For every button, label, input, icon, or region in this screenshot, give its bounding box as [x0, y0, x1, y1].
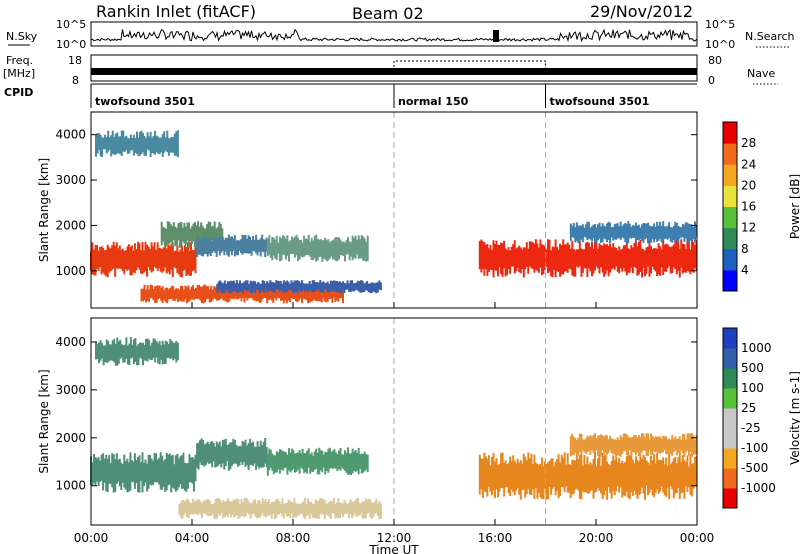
power-panel-colorbar-label: Power [dB] [788, 174, 800, 239]
xtick-label-5: 20:00 [579, 531, 614, 545]
nsearch-label: N.Search [745, 30, 795, 43]
power-panel-colorbar-tick-1: 24 [741, 157, 756, 171]
velocity-panel-colorbar-seg-5 [723, 388, 737, 409]
freq-bar [91, 68, 697, 75]
power-panel-ytick-2: 3000 [55, 173, 86, 187]
velocity-panel-ytick-3: 4000 [55, 335, 86, 349]
power-panel-echo-1 [160, 221, 224, 248]
power-panel-colorbar-tick-4: 12 [741, 221, 756, 235]
velocity-panel-colorbar-label: Velocity [m s-1] [788, 371, 800, 465]
power-panel-echo-5 [216, 280, 382, 294]
velocity-panel-colorbar-seg-7 [723, 348, 737, 369]
power-panel-ylabel: Slant Range [km] [37, 158, 51, 262]
nave-tick-top: 80 [708, 54, 722, 67]
power-panel-echo-8 [95, 130, 179, 158]
freq-tick-bottom: 8 [72, 74, 79, 87]
velocity-panel-colorbar-seg-0 [723, 488, 737, 509]
nsky-spike [493, 30, 499, 42]
power-panel-colorbar-seg-6 [723, 143, 737, 165]
power-panel-colorbar-seg-3 [723, 206, 737, 229]
nsky-frame [90, 21, 698, 47]
power-panel-ytick-3: 4000 [55, 128, 86, 142]
velocity-panel-ylabel: Slant Range [km] [37, 369, 51, 473]
velocity-panel-echo-1 [196, 438, 268, 471]
velocity-panel-colorbar-seg-2 [723, 448, 737, 469]
velocity-panel-colorbar-tick-4: -25 [741, 421, 761, 435]
xtick-label-1: 04:00 [175, 531, 210, 545]
cpid-segment-0: twofsound 3501 [95, 95, 195, 108]
velocity-panel-colorbar-seg-8 [723, 328, 737, 349]
power-panel-colorbar-seg-4 [723, 185, 737, 207]
freq-label: Freq. [6, 54, 33, 67]
power-panel-echo-2 [196, 234, 268, 258]
velocity-panel-colorbar-frame [722, 327, 738, 509]
velocity-panel-echo-2 [266, 447, 369, 476]
velocity-panel-echo-5 [569, 433, 698, 457]
station-title: Rankin Inlet (fitACF) [96, 2, 256, 21]
velocity-panel-ytick-1: 2000 [55, 431, 86, 445]
velocity-panel-colorbar-seg-4 [723, 408, 737, 429]
power-panel-echo-7 [569, 221, 698, 244]
power-panel-colorbar-tick-6: 4 [741, 263, 749, 277]
power-panel-colorbar-frame [722, 121, 738, 292]
xtick-label-2: 08:00 [276, 531, 311, 545]
xtick-label-4: 16:00 [478, 531, 513, 545]
xtick-label-6: 00:00 [680, 531, 715, 545]
nsky-trace [90, 28, 698, 43]
power-panel-echo-3 [266, 234, 369, 262]
velocity-panel-colorbar-tick-0: 1000 [741, 341, 772, 355]
power-panel-colorbar-seg-7 [723, 122, 737, 144]
velocity-panel-colorbar-tick-2: 100 [741, 381, 764, 395]
velocity-panel-colorbar-seg-6 [723, 368, 737, 389]
date-label: 29/Nov/2012 [590, 2, 693, 21]
nsearch-tick-top: 10^5 [705, 18, 735, 31]
power-panel-colorbar-seg-0 [723, 269, 737, 292]
power-panel-colorbar-tick-3: 16 [741, 200, 756, 214]
nsky-tick-bottom: 10^0 [56, 38, 86, 51]
power-panel-bg [91, 112, 697, 308]
velocity-panel-colorbar-tick-3: 25 [741, 401, 756, 415]
power-panel-colorbar-seg-2 [723, 227, 737, 250]
freq-unit: [MHz] [3, 67, 35, 80]
nave-tick-bottom: 0 [708, 74, 715, 87]
velocity-panel-echo-4 [478, 452, 698, 500]
beam-label: Beam 02 [352, 4, 424, 23]
power-panel-colorbar-tick-2: 20 [741, 178, 756, 192]
xtick-label-0: 00:00 [74, 531, 109, 545]
cpid-label: CPID [4, 86, 33, 99]
velocity-panel-echo-3 [178, 497, 382, 520]
xaxis-label: Time UT [368, 543, 419, 554]
cpid-segment-2: twofsound 3501 [550, 95, 650, 108]
velocity-panel-colorbar-seg-1 [723, 468, 737, 489]
velocity-panel-colorbar-tick-5: -100 [741, 441, 768, 455]
velocity-panel-echo-6 [95, 337, 179, 366]
nave-label: Nave [747, 67, 775, 80]
power-panel-echo-6 [478, 239, 698, 278]
power-panel-colorbar-seg-1 [723, 248, 737, 271]
velocity-panel-colorbar-seg-3 [723, 428, 737, 449]
nave-trace [393, 60, 546, 71]
power-panel-ytick-1: 2000 [55, 218, 86, 232]
cpid-segment-1: normal 150 [398, 95, 469, 108]
power-panel-ytick-0: 1000 [55, 264, 86, 278]
nsearch-tick-bottom: 10^0 [705, 38, 735, 51]
velocity-panel-echo-0 [90, 452, 197, 493]
velocity-panel-colorbar-tick-6: -500 [741, 461, 768, 475]
power-panel-colorbar-tick-0: 28 [741, 136, 756, 150]
nsky-tick-top: 10^5 [56, 18, 86, 31]
velocity-panel-colorbar-tick-7: -1000 [741, 481, 776, 495]
velocity-panel-colorbar-tick-1: 500 [741, 361, 764, 375]
power-panel-colorbar-seg-5 [723, 164, 737, 186]
nsky-label: N.Sky [6, 30, 38, 43]
power-panel-colorbar-tick-5: 8 [741, 242, 749, 256]
velocity-panel-ytick-2: 3000 [55, 383, 86, 397]
velocity-panel-ytick-0: 1000 [55, 479, 86, 493]
xtick-label-3: 12:00 [377, 531, 412, 545]
freq-tick-top: 18 [68, 54, 82, 67]
